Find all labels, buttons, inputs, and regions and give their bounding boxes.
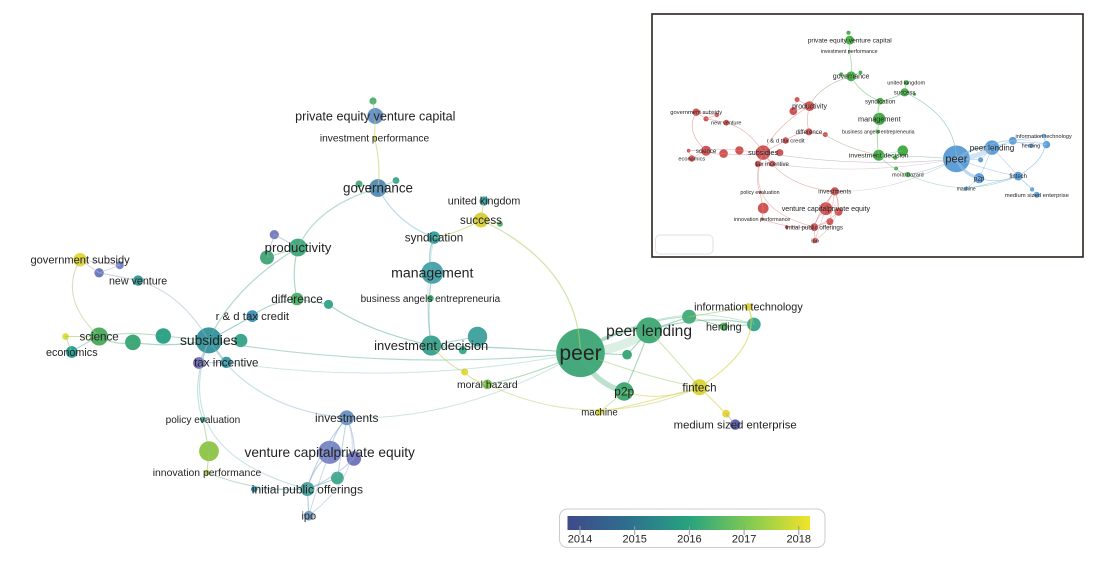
svg-text:investment performance: investment performance <box>821 49 878 55</box>
svg-text:syndication: syndication <box>405 232 463 245</box>
svg-text:success: success <box>460 214 502 227</box>
svg-text:2016: 2016 <box>677 534 701 546</box>
svg-text:initial public offerings: initial public offerings <box>786 224 843 231</box>
svg-text:innovation performance: innovation performance <box>734 217 790 223</box>
svg-text:peer lending: peer lending <box>970 144 1015 153</box>
svg-text:2014: 2014 <box>568 534 592 546</box>
svg-text:2018: 2018 <box>787 534 811 546</box>
svg-text:united kingdom: united kingdom <box>887 81 925 87</box>
svg-text:governance: governance <box>343 181 413 196</box>
svg-text:2015: 2015 <box>622 534 646 546</box>
svg-text:machine: machine <box>957 186 976 192</box>
svg-text:investment performance: investment performance <box>320 134 430 145</box>
svg-text:fintech: fintech <box>682 381 716 394</box>
svg-text:p2p: p2p <box>974 175 985 182</box>
svg-text:management: management <box>391 265 473 281</box>
svg-text:science: science <box>696 149 717 155</box>
svg-text:innovation performance: innovation performance <box>153 468 262 479</box>
svg-text:economics: economics <box>678 156 705 162</box>
svg-text:new venture: new venture <box>711 121 741 127</box>
svg-text:business angels entrepreneuria: business angels entrepreneuria <box>361 294 501 305</box>
svg-text:government subsidy: government subsidy <box>30 255 130 267</box>
svg-text:peer: peer <box>559 342 601 365</box>
svg-text:new venture: new venture <box>109 275 167 287</box>
svg-text:2017: 2017 <box>732 534 756 546</box>
svg-text:investments: investments <box>315 411 378 425</box>
svg-text:management: management <box>858 114 901 123</box>
svg-text:information technology: information technology <box>694 302 803 314</box>
svg-text:syndication: syndication <box>865 98 896 105</box>
svg-text:investment decision: investment decision <box>374 338 488 353</box>
svg-text:p2p: p2p <box>614 385 634 399</box>
svg-text:policy evaluation: policy evaluation <box>740 190 779 196</box>
svg-text:productivity: productivity <box>265 240 332 255</box>
svg-text:tax incentive: tax incentive <box>756 162 790 168</box>
svg-text:difference: difference <box>796 129 823 136</box>
svg-text:investment decision: investment decision <box>849 153 909 160</box>
svg-text:ipo: ipo <box>301 511 316 523</box>
svg-text:herding: herding <box>706 321 742 333</box>
svg-text:tax incentive: tax incentive <box>194 357 258 370</box>
svg-text:economics: economics <box>46 347 98 359</box>
svg-text:private equity venture capital: private equity venture capital <box>295 109 455 123</box>
svg-text:fintech: fintech <box>1009 174 1027 180</box>
svg-text:productivity: productivity <box>792 104 827 111</box>
svg-text:peer lending: peer lending <box>606 323 692 340</box>
svg-text:difference: difference <box>271 292 323 306</box>
svg-text:governance: governance <box>833 74 870 81</box>
svg-text:information technology: information technology <box>1016 134 1072 140</box>
svg-text:peer: peer <box>945 154 967 166</box>
svg-text:ipo: ipo <box>811 239 819 245</box>
svg-text:private equity venture capital: private equity venture capital <box>808 38 892 45</box>
svg-text:machine: machine <box>581 408 618 419</box>
svg-text:science: science <box>79 331 118 344</box>
svg-text:subsidies: subsidies <box>180 333 238 348</box>
svg-text:business angels entrepreneuria: business angels entrepreneuria <box>842 129 914 135</box>
svg-text:moral hazard: moral hazard <box>892 173 923 179</box>
svg-text:policy evaluation: policy evaluation <box>166 415 241 426</box>
svg-text:medium sized enterprise: medium sized enterprise <box>674 420 797 432</box>
svg-text:herding: herding <box>1022 144 1041 150</box>
svg-text:venture capitalprivate equity: venture capitalprivate equity <box>782 205 871 213</box>
svg-text:r & d tax credit: r & d tax credit <box>767 139 805 145</box>
svg-text:success: success <box>894 90 916 96</box>
svg-text:government subsidy: government subsidy <box>670 110 722 116</box>
svg-text:subsidies: subsidies <box>748 148 778 157</box>
svg-text:investments: investments <box>818 189 851 196</box>
svg-text:r & d tax credit: r & d tax credit <box>216 311 290 323</box>
svg-text:initial public offerings: initial public offerings <box>252 482 363 496</box>
svg-text:venture capitalprivate equity: venture capitalprivate equity <box>244 445 415 460</box>
svg-text:medium sized enterprise: medium sized enterprise <box>1005 193 1070 199</box>
svg-text:united kingdom: united kingdom <box>448 196 521 208</box>
svg-text:moral hazard: moral hazard <box>457 380 518 391</box>
